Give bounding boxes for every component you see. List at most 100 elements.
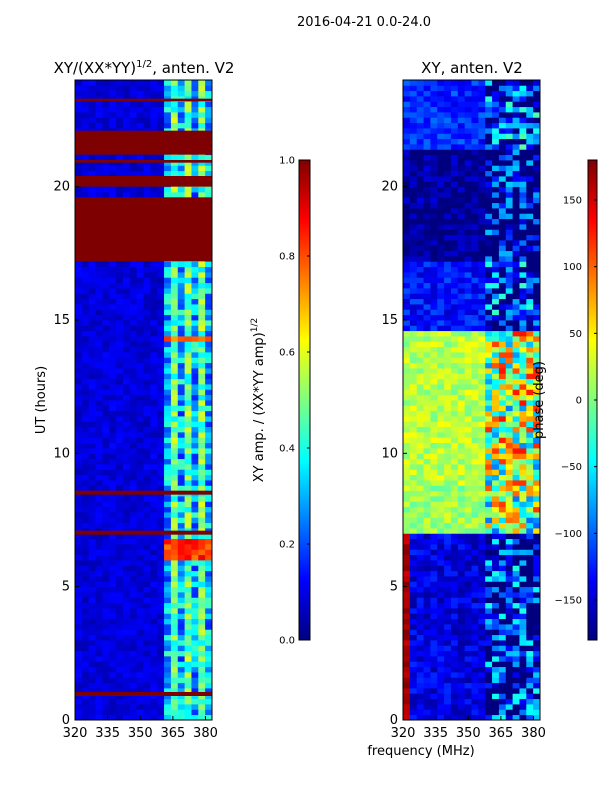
phase-cell	[533, 405, 541, 412]
phase-cell	[492, 613, 500, 620]
amplitude-cell	[150, 714, 158, 721]
amplitude-cell	[170, 410, 179, 417]
phase-cell	[478, 304, 486, 310]
amplitude-cell	[143, 426, 151, 433]
amplitude-cell	[95, 298, 103, 305]
amplitude-cell	[184, 282, 192, 289]
phase-cell	[457, 554, 466, 561]
phase-cell	[464, 357, 472, 364]
amplitude-cell	[170, 304, 179, 310]
phase-cell	[409, 80, 418, 86]
phase-cell	[526, 122, 534, 129]
amplitude-cell	[122, 522, 131, 529]
phase-cell	[533, 250, 541, 257]
amplitude-cell	[191, 640, 199, 646]
amplitude-cell	[198, 346, 206, 353]
phase-cell	[485, 709, 493, 716]
phase-cell	[450, 288, 459, 294]
amplitude-cell	[75, 592, 83, 598]
amplitude-cell	[81, 330, 90, 337]
amplitude-cell	[150, 384, 158, 390]
amplitude-cell	[129, 117, 138, 124]
phase-cell	[409, 202, 418, 209]
amplitude-cell	[81, 469, 90, 476]
phase-cell	[505, 528, 513, 534]
amplitude-cell	[75, 576, 83, 582]
amplitude-cell	[136, 186, 144, 193]
phase-cell	[409, 650, 418, 657]
phase-cell	[409, 320, 418, 326]
amplitude-cell	[191, 437, 199, 444]
amplitude-cell	[102, 586, 110, 593]
phase-cell	[485, 144, 493, 150]
amplitude-cell	[122, 426, 131, 433]
amplitude-cell	[136, 661, 144, 668]
phase-cell	[437, 565, 445, 572]
phase-cell	[403, 458, 411, 465]
phase-cell	[423, 293, 431, 300]
phase-cell	[437, 277, 445, 284]
amplitude-cell	[143, 272, 151, 278]
phase-cell	[526, 688, 534, 694]
amplitude-cell	[136, 80, 144, 86]
amplitude-cell	[136, 421, 144, 428]
phase-cell	[464, 304, 472, 310]
amplitude-cell	[136, 85, 144, 92]
phase-cell	[512, 325, 520, 332]
amplitude-cell	[129, 576, 138, 582]
phase-cell	[457, 240, 466, 246]
amplitude-cell	[81, 80, 90, 86]
phase-cell	[423, 576, 431, 582]
amplitude-cell	[122, 106, 131, 113]
phase-cell	[533, 266, 541, 273]
amplitude-cell	[164, 298, 172, 305]
amplitude-cell	[191, 469, 199, 476]
amplitude-cell	[143, 544, 151, 550]
phase-cell	[505, 453, 513, 460]
amplitude-cell	[122, 266, 131, 273]
amplitude-colorbar-tick-label: 0.0	[279, 636, 295, 647]
amplitude-cell	[205, 506, 213, 513]
phase-cell	[498, 645, 507, 652]
amplitude-cell	[88, 698, 96, 705]
phase-cell	[533, 85, 541, 92]
amplitude-cell	[81, 560, 90, 566]
phase-cell	[437, 128, 445, 134]
amplitude-cell	[170, 309, 179, 316]
amplitude-cell	[102, 464, 110, 470]
phase-cell	[492, 208, 500, 214]
phase-cell	[492, 698, 500, 705]
phase-cell	[437, 581, 445, 588]
amplitude-cell	[88, 346, 96, 353]
phase-cell	[471, 442, 479, 449]
amplitude-cell	[95, 117, 103, 124]
amplitude-cell	[102, 517, 110, 524]
amplitude-cell	[198, 362, 206, 369]
amplitude-cell	[95, 346, 103, 353]
phase-cell	[409, 229, 418, 236]
phase-cell	[485, 298, 493, 305]
phase-cell	[471, 138, 479, 145]
phase-cell	[505, 277, 513, 284]
phase-cell	[430, 309, 438, 316]
amplitude-cell	[88, 549, 96, 556]
phase-cell	[512, 160, 520, 166]
amplitude-cell	[177, 378, 185, 385]
amplitude-cell	[205, 464, 213, 470]
amplitude-cell	[95, 112, 103, 118]
phase-cell	[471, 261, 479, 268]
amplitude-cell	[191, 693, 199, 700]
amplitude-cell	[177, 192, 185, 198]
phase-cell	[430, 213, 438, 220]
phase-cell	[423, 528, 431, 534]
phase-cell	[444, 250, 452, 257]
amplitude-cell	[129, 362, 138, 369]
amplitude-cell	[164, 309, 172, 316]
phase-cell	[403, 629, 411, 636]
amplitude-cell	[129, 666, 138, 673]
phase-cell	[457, 378, 466, 385]
amplitude-cell	[191, 538, 199, 545]
phase-cell	[498, 149, 507, 156]
amplitude-cell	[129, 442, 138, 449]
amplitude-cell	[164, 261, 172, 268]
